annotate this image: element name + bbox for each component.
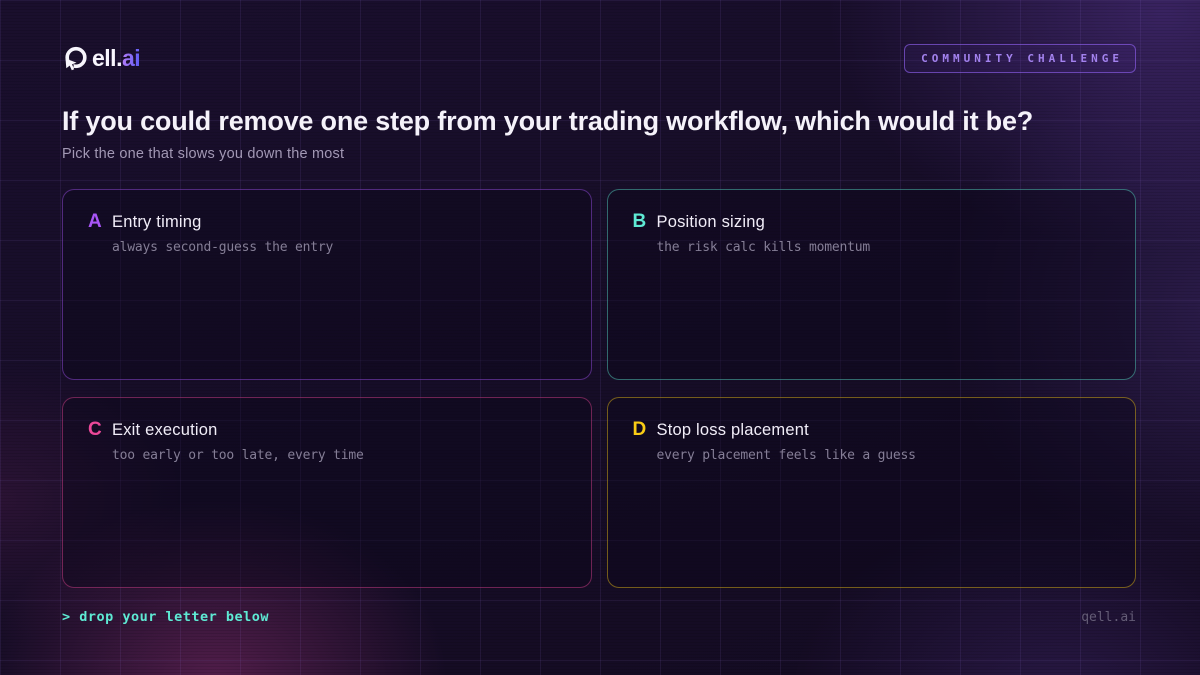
options-grid: A Entry timing always second-guess the e… — [62, 189, 1136, 588]
community-challenge-badge: COMMUNITY CHALLENGE — [904, 44, 1136, 73]
option-description: too early or too late, every time — [112, 448, 364, 463]
logo-q-cursor-icon — [63, 46, 87, 71]
option-description: always second-guess the entry — [112, 240, 334, 255]
top-bar: ell.ai COMMUNITY CHALLENGE — [62, 44, 1136, 73]
option-letter: D — [632, 419, 647, 440]
logo-text-ai: ai — [121, 45, 141, 71]
option-title: Exit execution — [112, 421, 218, 439]
question-title: If you could remove one step from your t… — [62, 106, 1034, 136]
option-letter: A — [88, 211, 102, 232]
logo-wordmark: ell.ai — [92, 45, 141, 72]
logo-dot: . — [116, 45, 122, 71]
footer: > drop your letter below qell.ai — [62, 609, 1136, 625]
option-card-c[interactable]: C Exit execution too early or too late, … — [62, 397, 592, 588]
option-title: Position sizing — [656, 213, 765, 231]
footer-cta: > drop your letter below — [62, 609, 270, 625]
option-card-d[interactable]: D Stop loss placement every placement fe… — [606, 397, 1136, 588]
option-card-b[interactable]: B Position sizing the risk calc kills mo… — [606, 189, 1136, 380]
option-letter: B — [632, 211, 647, 232]
option-card-a[interactable]: A Entry timing always second-guess the e… — [62, 189, 592, 380]
option-header: A Entry timing — [88, 211, 567, 233]
question-subtitle: Pick the one that slows you down the mos… — [62, 146, 345, 162]
option-letter: C — [88, 419, 102, 440]
footer-watermark: qell.ai — [1081, 610, 1136, 625]
brand-logo: ell.ai — [62, 45, 141, 72]
option-title: Entry timing — [112, 213, 202, 231]
option-description: the risk calc kills momentum — [656, 240, 871, 255]
logo-text-ell: ell — [92, 45, 117, 71]
option-header: C Exit execution — [88, 419, 567, 441]
option-header: D Stop loss placement — [633, 419, 1112, 441]
option-description: every placement feels like a guess — [656, 448, 917, 463]
option-header: B Position sizing — [633, 211, 1112, 233]
option-title: Stop loss placement — [656, 421, 809, 439]
